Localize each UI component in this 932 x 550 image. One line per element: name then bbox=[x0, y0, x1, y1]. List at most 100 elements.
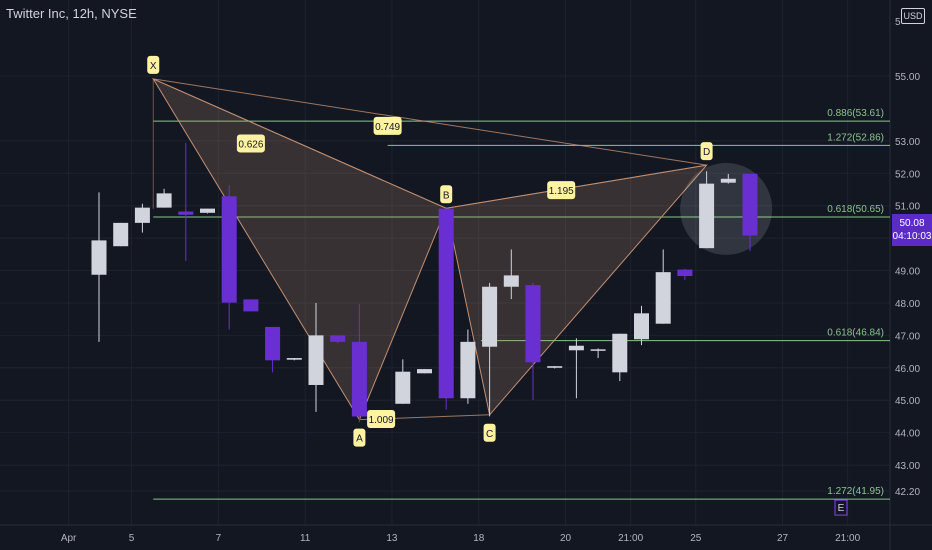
price-tick-label: 44.00 bbox=[895, 429, 920, 440]
candle bbox=[308, 302, 324, 412]
price-tick-label: 49.00 bbox=[895, 267, 920, 278]
price-tick-label: 52.00 bbox=[895, 169, 920, 180]
last-price-label: 50.08 04:10:03 bbox=[892, 214, 932, 246]
pattern-point-label: C bbox=[486, 429, 493, 440]
candle bbox=[417, 369, 432, 374]
candle-body bbox=[395, 371, 411, 404]
candle bbox=[113, 222, 129, 247]
price-axis[interactable]: 55.0053.0052.0051.0050.0049.0048.0047.00… bbox=[895, 17, 920, 498]
time-axis[interactable]: Apr 5 7 11 13 18 20 21:00 25 27 21:00 bbox=[61, 533, 861, 544]
time-tick-label: 18 bbox=[473, 533, 485, 544]
chart-title: Twitter Inc, 12h, NYSE bbox=[6, 6, 137, 21]
candle-body bbox=[156, 193, 172, 208]
pattern-ratio-label: 0.749 bbox=[375, 122, 400, 133]
e-marker-box bbox=[834, 499, 848, 516]
fib-labels: 0.886(53.61) 1.272(52.86) 0.618(50.65) 0.61… bbox=[827, 108, 884, 516]
pattern-ratio-box bbox=[547, 181, 576, 200]
bar-countdown: 04:10:03 bbox=[892, 231, 932, 242]
candle-body bbox=[699, 183, 715, 249]
candle bbox=[243, 299, 259, 312]
candle-body bbox=[503, 275, 519, 287]
candle bbox=[547, 366, 563, 369]
pattern-point-box bbox=[483, 423, 496, 442]
candle bbox=[590, 348, 606, 359]
candle bbox=[720, 173, 736, 184]
price-tick-label: 51.00 bbox=[895, 202, 920, 213]
pattern-ratio-box bbox=[367, 410, 396, 429]
candle-body bbox=[525, 285, 541, 363]
candle bbox=[286, 358, 302, 361]
pattern-ratio: 1.009 bbox=[367, 410, 396, 429]
candle bbox=[438, 208, 454, 410]
candle-body bbox=[200, 208, 215, 213]
candle-body bbox=[612, 333, 628, 373]
price-tick-label: 48.00 bbox=[895, 299, 920, 310]
pattern-ratio-label: 1.009 bbox=[369, 415, 394, 426]
highlight-circle bbox=[680, 162, 773, 255]
candle bbox=[460, 329, 476, 404]
price-tick-label: 55.00 bbox=[895, 72, 920, 83]
candle bbox=[134, 203, 150, 233]
candle-body bbox=[178, 211, 194, 215]
fib-level-label: 0.618(46.84) bbox=[827, 328, 884, 339]
fib-level-label: 1.272(52.86) bbox=[827, 132, 884, 143]
candle-body bbox=[720, 178, 736, 183]
price-tick-label: 5 bbox=[895, 17, 901, 28]
price-tick-label: 43.00 bbox=[895, 461, 920, 472]
fib-level-label: 0.886(53.61) bbox=[827, 108, 884, 119]
time-tick-label: 11 bbox=[300, 533, 311, 544]
pattern-point-box bbox=[353, 428, 366, 447]
pattern-point-b: B bbox=[440, 185, 453, 204]
candle bbox=[351, 304, 367, 423]
candle-body bbox=[134, 207, 150, 223]
candle bbox=[568, 338, 584, 399]
time-tick-label: 21:00 bbox=[618, 533, 643, 544]
pattern-ratio: 0.749 bbox=[373, 116, 402, 135]
fib-lines bbox=[153, 120, 890, 500]
candle bbox=[677, 268, 693, 280]
candle bbox=[525, 282, 541, 401]
currency-button[interactable]: USD bbox=[901, 8, 925, 24]
candle bbox=[612, 333, 628, 382]
pattern-x-d-line bbox=[153, 78, 707, 166]
price-tick-label: 45.00 bbox=[895, 396, 920, 407]
fib-e-marker: E bbox=[834, 499, 848, 516]
candle-body bbox=[91, 240, 107, 275]
pattern-ratio: 1.195 bbox=[547, 181, 576, 200]
candle-body bbox=[677, 269, 693, 277]
pattern-point-label: X bbox=[150, 61, 157, 72]
candle bbox=[200, 208, 215, 214]
candle bbox=[91, 192, 107, 342]
candle bbox=[742, 173, 758, 252]
candles bbox=[91, 142, 758, 423]
pattern-point-a: A bbox=[353, 428, 366, 447]
candle-body bbox=[547, 366, 563, 368]
candle-body bbox=[634, 313, 649, 340]
e-marker-text: E bbox=[838, 503, 845, 514]
pattern-ratio: 0.626 bbox=[236, 134, 265, 153]
candle-body bbox=[265, 326, 281, 361]
time-tick-label: 5 bbox=[129, 533, 135, 544]
candle-body bbox=[286, 358, 302, 360]
pattern-point-d: D bbox=[700, 142, 713, 161]
price-tick-label: 53.00 bbox=[895, 137, 920, 148]
candle bbox=[503, 249, 519, 300]
last-price-value: 50.08 bbox=[899, 218, 925, 229]
time-tick-label: Apr bbox=[61, 533, 77, 544]
time-tick-label: 25 bbox=[690, 533, 702, 544]
pattern-ratio-label: 1.195 bbox=[549, 186, 574, 197]
pattern-point-box bbox=[440, 185, 453, 204]
price-tick-label: 42.20 bbox=[895, 487, 920, 498]
pattern-ratio-box bbox=[373, 116, 402, 135]
pattern-point-box bbox=[700, 142, 713, 161]
candle-body bbox=[330, 335, 346, 342]
candle bbox=[655, 249, 671, 324]
candle-body bbox=[655, 272, 671, 324]
time-tick-label: 27 bbox=[777, 533, 789, 544]
candle-body bbox=[221, 196, 237, 303]
pattern-ratio-box bbox=[236, 134, 265, 153]
price-tick-label: 47.00 bbox=[895, 331, 920, 342]
candle-body bbox=[113, 222, 129, 247]
